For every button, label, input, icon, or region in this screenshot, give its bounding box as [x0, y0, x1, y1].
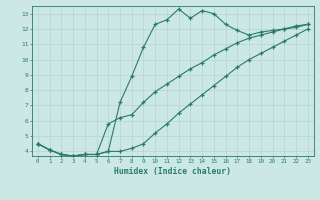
X-axis label: Humidex (Indice chaleur): Humidex (Indice chaleur) — [114, 167, 231, 176]
